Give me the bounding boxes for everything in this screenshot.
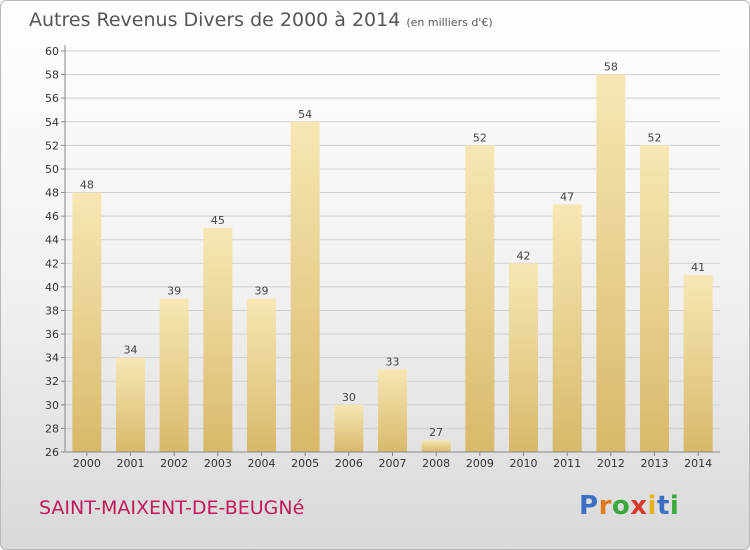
chart-title-main: Autres Revenus Divers de 2000 à 2014 (29, 9, 401, 31)
bar[interactable] (465, 145, 495, 452)
value-label: 52 (473, 131, 487, 144)
x-tick-label: 2011 (553, 457, 581, 470)
x-tick-label: 2003 (204, 457, 232, 470)
logo-letter: t (656, 491, 670, 521)
x-tick-label: 2009 (466, 457, 494, 470)
y-tick-label: 46 (45, 210, 59, 223)
logo-letter: r (598, 491, 612, 521)
y-axis-ticks: 26 28 30 32 34 36 38 40 42 44 46 48 50 52 54 56 58 60 (45, 45, 65, 459)
y-tick-label: 28 (45, 422, 59, 435)
bar[interactable] (421, 440, 451, 452)
y-tick-label: 52 (45, 139, 59, 152)
x-tick-label: 2006 (335, 457, 363, 470)
value-label: 30 (342, 391, 356, 404)
logo-letter: o (611, 491, 631, 521)
bars (72, 74, 713, 453)
value-label: 47 (560, 190, 574, 203)
y-tick-label: 44 (45, 234, 59, 247)
logo-letter: i (669, 491, 680, 521)
value-label: 42 (517, 249, 531, 262)
bar[interactable] (596, 74, 626, 453)
x-tick-label: 2004 (248, 457, 276, 470)
value-labels: 48 34 39 45 39 54 30 33 27 52 42 47 58 52 41 (80, 61, 705, 440)
y-tick-label: 38 (45, 304, 59, 317)
value-label: 27 (429, 426, 443, 439)
x-tick-label: 2014 (684, 457, 712, 470)
y-tick-label: 58 (45, 69, 59, 82)
bar[interactable] (640, 145, 669, 452)
y-tick-label: 42 (45, 257, 59, 270)
x-tick-label: 2002 (160, 457, 188, 470)
y-tick-label: 54 (45, 116, 59, 129)
chart-title: Autres Revenus Divers de 2000 à 2014 (en … (29, 9, 493, 31)
bar[interactable] (552, 204, 582, 452)
y-tick-label: 56 (45, 92, 59, 105)
logo-letter: P (579, 491, 599, 521)
value-label: 39 (167, 285, 181, 298)
y-tick-label: 36 (45, 328, 59, 341)
bar[interactable] (334, 404, 364, 452)
y-tick-label: 32 (45, 375, 59, 388)
bar[interactable] (203, 227, 233, 452)
location-name: SAINT-MAIXENT-DE-BEUGNé (39, 497, 305, 519)
y-tick-label: 48 (45, 187, 59, 200)
y-tick-label: 40 (45, 281, 59, 294)
chart-title-unit: (en milliers d'€) (406, 16, 493, 29)
value-label: 33 (386, 355, 400, 368)
x-axis-ticks: 2000 2001 2002 2003 2004 2005 2006 2007 2008 2009… (73, 452, 712, 470)
value-label: 39 (255, 285, 269, 298)
logo-letter: i (647, 491, 657, 521)
bar[interactable] (290, 121, 320, 452)
value-label: 41 (691, 261, 705, 274)
logo-letter: x (630, 491, 648, 521)
y-tick-label: 50 (45, 163, 59, 176)
x-tick-label: 2013 (641, 457, 669, 470)
value-label: 45 (211, 214, 225, 227)
y-tick-label: 34 (45, 352, 59, 365)
x-tick-label: 2008 (422, 457, 450, 470)
y-tick-label: 30 (45, 399, 59, 412)
bar[interactable] (159, 298, 189, 452)
bar[interactable] (683, 275, 713, 452)
x-tick-label: 2012 (597, 457, 625, 470)
x-tick-label: 2001 (117, 457, 145, 470)
axes (64, 45, 720, 453)
y-tick-label: 60 (45, 45, 59, 58)
x-tick-label: 2007 (379, 457, 407, 470)
bar[interactable] (509, 263, 538, 452)
bar[interactable] (247, 298, 276, 452)
y-tick-label: 26 (45, 446, 59, 459)
x-tick-label: 2000 (73, 457, 101, 470)
value-label: 34 (124, 344, 138, 357)
bar[interactable] (72, 192, 102, 452)
x-tick-label: 2010 (510, 457, 538, 470)
proxiti-logo[interactable]: Proxiti (579, 491, 679, 521)
bar[interactable] (378, 369, 407, 452)
bar[interactable] (116, 357, 145, 452)
value-label: 52 (648, 131, 662, 144)
value-label: 54 (298, 108, 312, 121)
value-label: 58 (604, 61, 618, 74)
x-tick-label: 2005 (291, 457, 319, 470)
value-label: 48 (80, 179, 94, 192)
